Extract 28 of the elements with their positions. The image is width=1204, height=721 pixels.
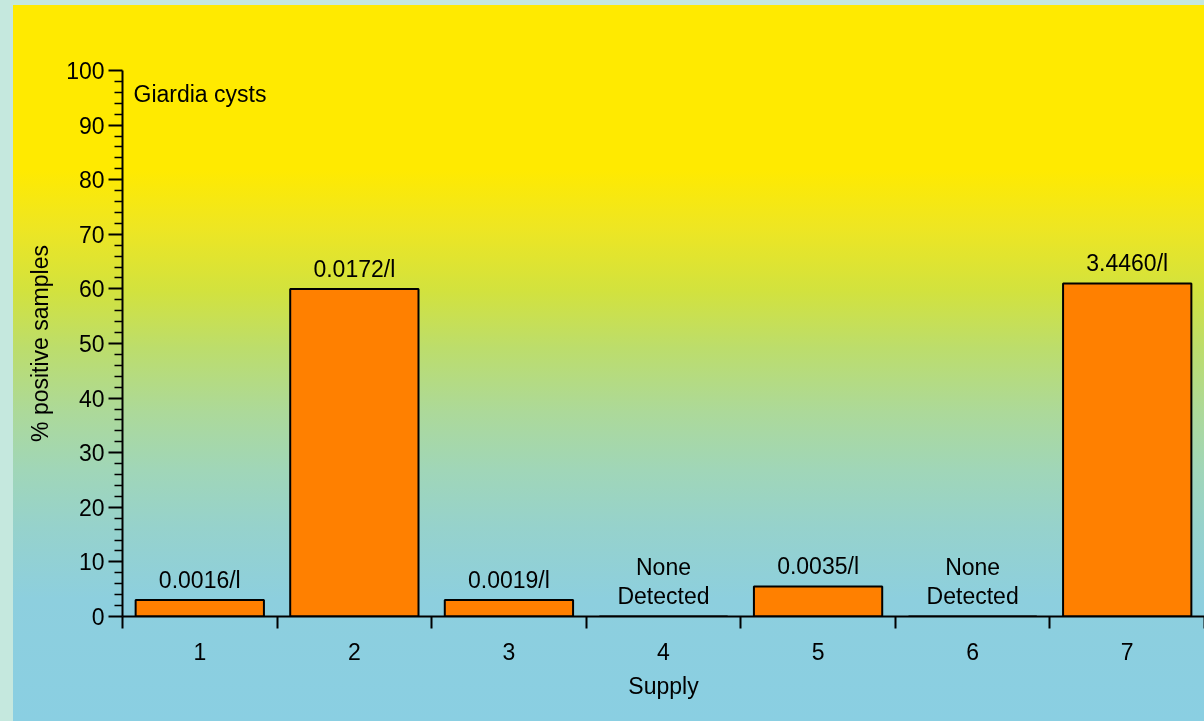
- y-tick-label: 60: [78, 276, 105, 303]
- annotation: None Detected: [926, 553, 1019, 610]
- x-tick-label: 6: [966, 638, 980, 665]
- x-tick-label: 2: [347, 638, 361, 665]
- annotation: 0.0019/l: [468, 567, 550, 594]
- x-tick-label: 5: [811, 638, 825, 665]
- y-tick-label: 40: [78, 385, 105, 412]
- y-tick-label: 10: [78, 549, 105, 576]
- y-tick-label: 0: [91, 604, 105, 630]
- x-tick-label: 1: [193, 638, 207, 665]
- annotation: 0.0016/l: [158, 567, 241, 594]
- y-tick-label: 20: [78, 494, 105, 521]
- annotation: 3.4460/l: [1086, 250, 1169, 277]
- y-tick-label: 80: [78, 167, 105, 194]
- annotation: 0.0035/l: [777, 553, 860, 580]
- x-axis-title: Supply: [628, 672, 700, 699]
- annotation: None Detected: [617, 553, 710, 610]
- x-tick-label: 3: [502, 638, 516, 665]
- x-tick-label: 7: [1120, 638, 1134, 665]
- y-axis-title: % positive samples: [27, 245, 54, 442]
- y-tick-label: 30: [78, 440, 105, 467]
- y-tick-label: 100: [66, 58, 105, 84]
- annotation: 0.0172/l: [313, 255, 396, 282]
- annotation: Giardia cysts: [133, 80, 267, 107]
- y-tick-label: 70: [78, 221, 105, 248]
- y-tick-label: 50: [78, 331, 105, 357]
- x-tick-label: 4: [657, 638, 671, 665]
- y-tick-label: 90: [78, 112, 105, 139]
